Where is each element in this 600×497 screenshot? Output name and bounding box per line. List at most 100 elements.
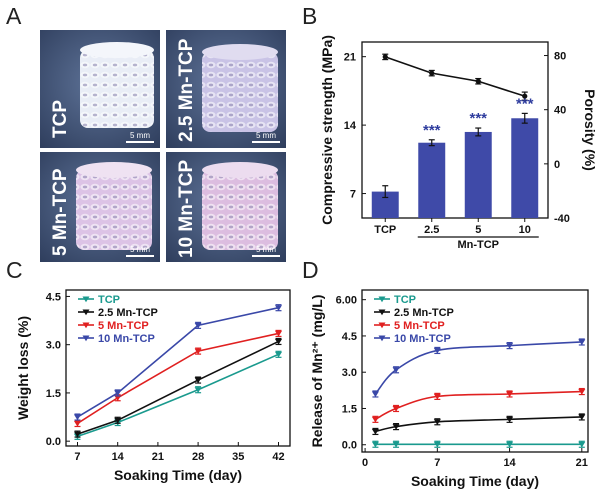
data-point	[392, 405, 400, 412]
plot-frame	[361, 289, 589, 453]
data-point	[433, 419, 441, 425]
data-point	[371, 416, 379, 423]
y-tick-label: 4.5	[46, 291, 61, 303]
series-line	[375, 416, 582, 433]
data-point	[114, 390, 122, 397]
x-tick-label: 7	[74, 451, 80, 463]
data-point	[392, 441, 400, 448]
legend-label: TCP	[98, 294, 120, 306]
porosity-point	[475, 78, 481, 84]
data-point	[275, 351, 283, 358]
data-point	[194, 322, 202, 329]
y-tick-label: 21	[344, 52, 356, 64]
legend-label: 5 Mn-TCP	[394, 320, 445, 332]
y-tick-label: 0.0	[342, 440, 357, 452]
y-tick-label: 1.5	[46, 388, 61, 400]
legend-label: 5 Mn-TCP	[98, 320, 149, 332]
data-point	[506, 343, 514, 349]
series-line	[77, 332, 279, 425]
group-label: Mn-TCP	[457, 239, 499, 251]
y-right-tick-label: -40	[554, 213, 570, 225]
significance-marker: ***	[423, 122, 441, 139]
data-point	[194, 348, 202, 355]
data-point	[371, 441, 379, 448]
photo-label: 10 Mn-TCP	[176, 160, 197, 259]
x-tick-label: 14	[503, 457, 516, 469]
y-right-tick-label: 40	[554, 105, 566, 117]
data-point	[73, 414, 81, 421]
data-point	[433, 393, 441, 400]
series-line	[375, 390, 582, 421]
data-point	[371, 391, 379, 398]
scale-label: 5 mm	[130, 245, 150, 254]
x-tick-label: TCP	[374, 224, 396, 236]
scaffold-image	[76, 162, 152, 250]
data-point	[73, 431, 81, 438]
data-point	[82, 296, 90, 303]
data-point	[392, 424, 400, 430]
scale-label: 5 mm	[130, 131, 150, 140]
data-point	[82, 335, 90, 342]
legend-label: 2.5 Mn-TCP	[394, 307, 454, 319]
data-point	[378, 335, 386, 342]
scale-label: 5 mm	[256, 131, 276, 140]
data-point	[114, 417, 122, 424]
panel-letter-a: A	[6, 3, 22, 29]
data-point	[275, 330, 283, 337]
porosity-point	[382, 54, 388, 60]
x-tick-label: 42	[272, 451, 284, 463]
photo-tcp: TCP 5 mm	[40, 30, 160, 148]
legend-label: TCP	[394, 294, 416, 306]
porosity-point	[429, 70, 435, 76]
y-right-axis-title: Porosity (%)	[582, 89, 598, 171]
scaffold-image	[80, 42, 154, 128]
series-line	[374, 341, 582, 395]
panel-letter-d: D	[302, 257, 319, 283]
x-tick-label: 5	[475, 224, 481, 236]
data-point	[578, 389, 586, 395]
data-point	[378, 309, 386, 316]
bar	[418, 142, 446, 218]
data-point	[275, 338, 283, 345]
photo-label: 5 Mn-TCP	[50, 168, 71, 256]
y-tick-label: 6.00	[336, 295, 357, 307]
series-line	[77, 353, 279, 438]
data-point	[433, 347, 441, 354]
x-tick-label: 21	[576, 457, 588, 469]
photo-label: 2.5 Mn-TCP	[176, 38, 197, 142]
significance-marker: ***	[469, 110, 487, 127]
y-tick-label: 3.0	[342, 367, 357, 379]
data-point	[82, 322, 90, 329]
series-line	[77, 306, 279, 418]
y-axis-title: Release of Mn²⁺ (mg/L)	[309, 295, 325, 448]
scaffold-image	[202, 44, 278, 132]
x-axis-title: Soaking Time (day)	[114, 467, 242, 483]
data-point	[578, 339, 586, 346]
photo-2-5-mn-tcp: 2.5 Mn-TCP 5 mm	[166, 30, 286, 148]
data-point	[506, 391, 514, 398]
y-tick-label: 0.0	[46, 436, 61, 448]
scaffold-image	[202, 162, 278, 250]
x-tick-label: 7	[434, 457, 440, 469]
x-tick-label: 28	[192, 451, 204, 463]
data-point	[82, 309, 90, 316]
porosity-line	[384, 56, 525, 97]
plot-frame	[361, 41, 549, 219]
data-point	[371, 428, 379, 435]
y-right-tick-label: 0	[554, 159, 560, 171]
x-tick-label: 2.5	[424, 224, 439, 236]
panel-letter-c: C	[6, 257, 23, 283]
data-point	[578, 441, 586, 448]
y-tick-label: 4.5	[342, 331, 357, 343]
y-tick-label: 7	[350, 189, 356, 201]
data-point	[578, 414, 586, 421]
data-point	[378, 322, 386, 329]
data-point	[73, 420, 81, 427]
data-point	[275, 305, 283, 311]
y-right-tick-label: 80	[554, 51, 566, 63]
y-tick-label: 3.0	[46, 340, 61, 352]
x-tick-label: 21	[152, 451, 164, 463]
